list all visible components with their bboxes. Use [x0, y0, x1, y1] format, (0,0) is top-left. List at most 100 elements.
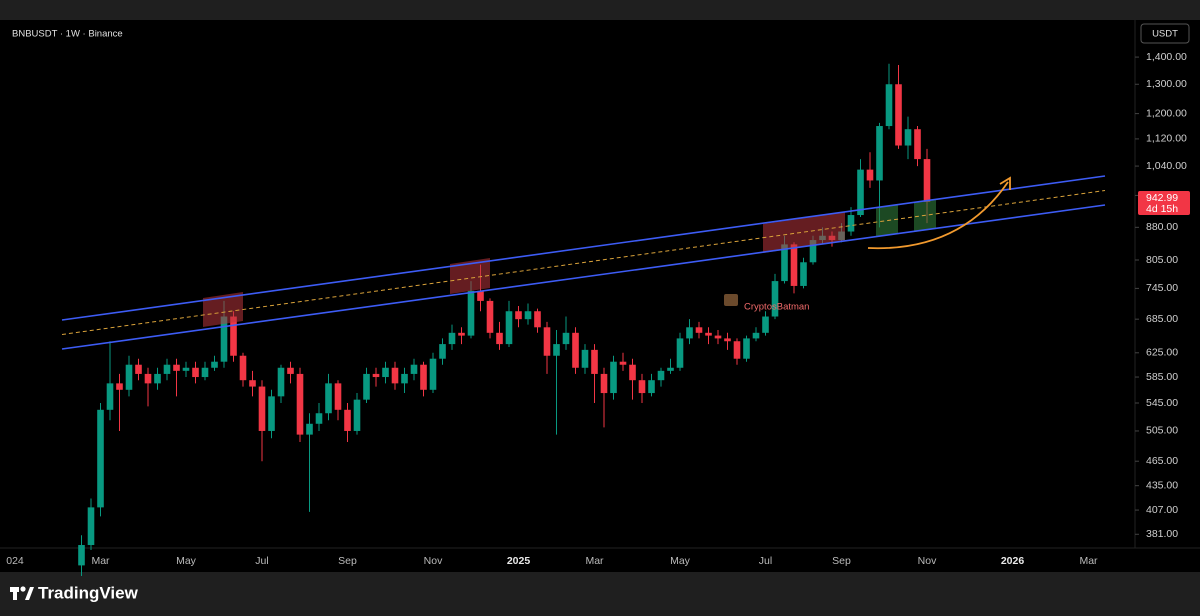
y-tick-label: 685.00 — [1146, 313, 1178, 325]
candle-body — [486, 300, 494, 333]
x-tick-label: Sep — [832, 555, 851, 567]
candle-body — [154, 373, 161, 384]
highlight-box — [450, 258, 490, 294]
candle-body — [268, 396, 275, 431]
candle-body — [847, 215, 855, 232]
candle-body — [762, 316, 769, 333]
y-tick-label: 435.00 — [1146, 479, 1178, 491]
watermark: CryptosBatman — [744, 302, 809, 313]
channel-upper — [61, 175, 1106, 321]
candle-body — [325, 383, 332, 414]
candle-body — [277, 367, 285, 397]
x-tick-label: Sep — [338, 555, 357, 567]
y-tick-label: 407.00 — [1146, 504, 1178, 516]
candle-body — [524, 311, 532, 320]
candle-body — [334, 383, 342, 410]
candle-body — [562, 332, 570, 345]
highlight-box — [876, 205, 898, 237]
price-tag-value: 942.99 — [1146, 192, 1178, 204]
candle-body — [657, 370, 665, 381]
candle-body — [78, 545, 85, 566]
candle-body — [201, 367, 209, 378]
candle-body — [591, 349, 598, 374]
candle-body — [315, 413, 323, 424]
candle-body — [638, 380, 646, 394]
candles — [78, 63, 931, 577]
candle-body — [781, 244, 788, 282]
candle-body — [410, 364, 418, 374]
candle-body — [600, 373, 608, 394]
candle-body — [534, 311, 541, 328]
y-tick-label: 1,300.00 — [1146, 78, 1187, 90]
y-tick-label: 1,040.00 — [1146, 160, 1187, 172]
candle-body — [743, 338, 750, 359]
candle-body — [420, 364, 427, 390]
y-tick-label: 465.00 — [1146, 455, 1178, 467]
channel-mid — [61, 190, 1106, 335]
x-tick-label: Nov — [918, 555, 937, 567]
candle-body — [192, 367, 199, 378]
candle-body — [296, 373, 304, 435]
candle-body — [885, 84, 893, 127]
arrow — [867, 181, 1009, 250]
candle-body — [866, 169, 874, 181]
candle-body — [401, 373, 408, 384]
candle-body — [125, 364, 133, 390]
candle-body — [182, 367, 190, 371]
candle-body — [667, 367, 674, 371]
y-tick-label: 1,400.00 — [1146, 51, 1187, 63]
currency-button[interactable] — [1140, 23, 1190, 44]
candle-body — [695, 327, 703, 333]
candle-body — [648, 380, 655, 394]
candle-body — [467, 290, 475, 336]
candle-body — [496, 332, 503, 345]
y-tick-label: 585.00 — [1146, 371, 1178, 383]
candle-body — [686, 327, 693, 339]
x-tick-label: Nov — [424, 555, 443, 567]
candle-body — [239, 355, 247, 381]
logo-part — [25, 587, 34, 600]
candle-body — [211, 361, 218, 368]
y-tick-label: 880.00 — [1146, 221, 1178, 233]
candle-body — [163, 364, 171, 374]
y-tick-label: 1,120.00 — [1146, 133, 1187, 145]
x-tick-label: 2026 — [1001, 555, 1025, 567]
candle-body — [249, 380, 256, 387]
candle-body — [87, 507, 95, 546]
candle-body — [477, 290, 484, 301]
candle-body — [116, 383, 123, 390]
brand: TradingView — [38, 583, 139, 602]
y-tick-label: 381.00 — [1146, 528, 1178, 540]
x-tick-label: May — [176, 555, 197, 567]
y-tick-label: 1,200.00 — [1146, 107, 1187, 119]
candle-body — [724, 338, 731, 342]
candle-body — [914, 129, 921, 160]
candle-body — [363, 373, 370, 400]
x-tick-label: Mar — [91, 555, 110, 567]
candle-body — [439, 344, 446, 359]
candle-body — [144, 373, 152, 384]
highlight-box — [763, 212, 845, 253]
x-tick-label: Mar — [1079, 555, 1098, 567]
candle-body — [619, 361, 627, 365]
highlight-box — [914, 200, 936, 232]
candle-body — [220, 316, 228, 362]
candle-body — [391, 367, 399, 384]
candle-body — [705, 332, 712, 336]
candle-body — [771, 281, 779, 317]
candle-body — [610, 361, 617, 394]
arrow-head — [999, 176, 1011, 190]
candle-body — [790, 244, 798, 286]
y-tick-label: 545.00 — [1146, 397, 1178, 409]
candle-body — [97, 409, 104, 508]
candle-body — [572, 332, 579, 368]
candle-body — [629, 364, 636, 381]
candle-body — [904, 129, 912, 146]
candle-body — [752, 332, 760, 339]
x-tick-label: Jul — [759, 555, 772, 567]
candle-body — [581, 349, 589, 368]
watermark-icon — [724, 294, 738, 306]
candle-body — [230, 316, 237, 356]
